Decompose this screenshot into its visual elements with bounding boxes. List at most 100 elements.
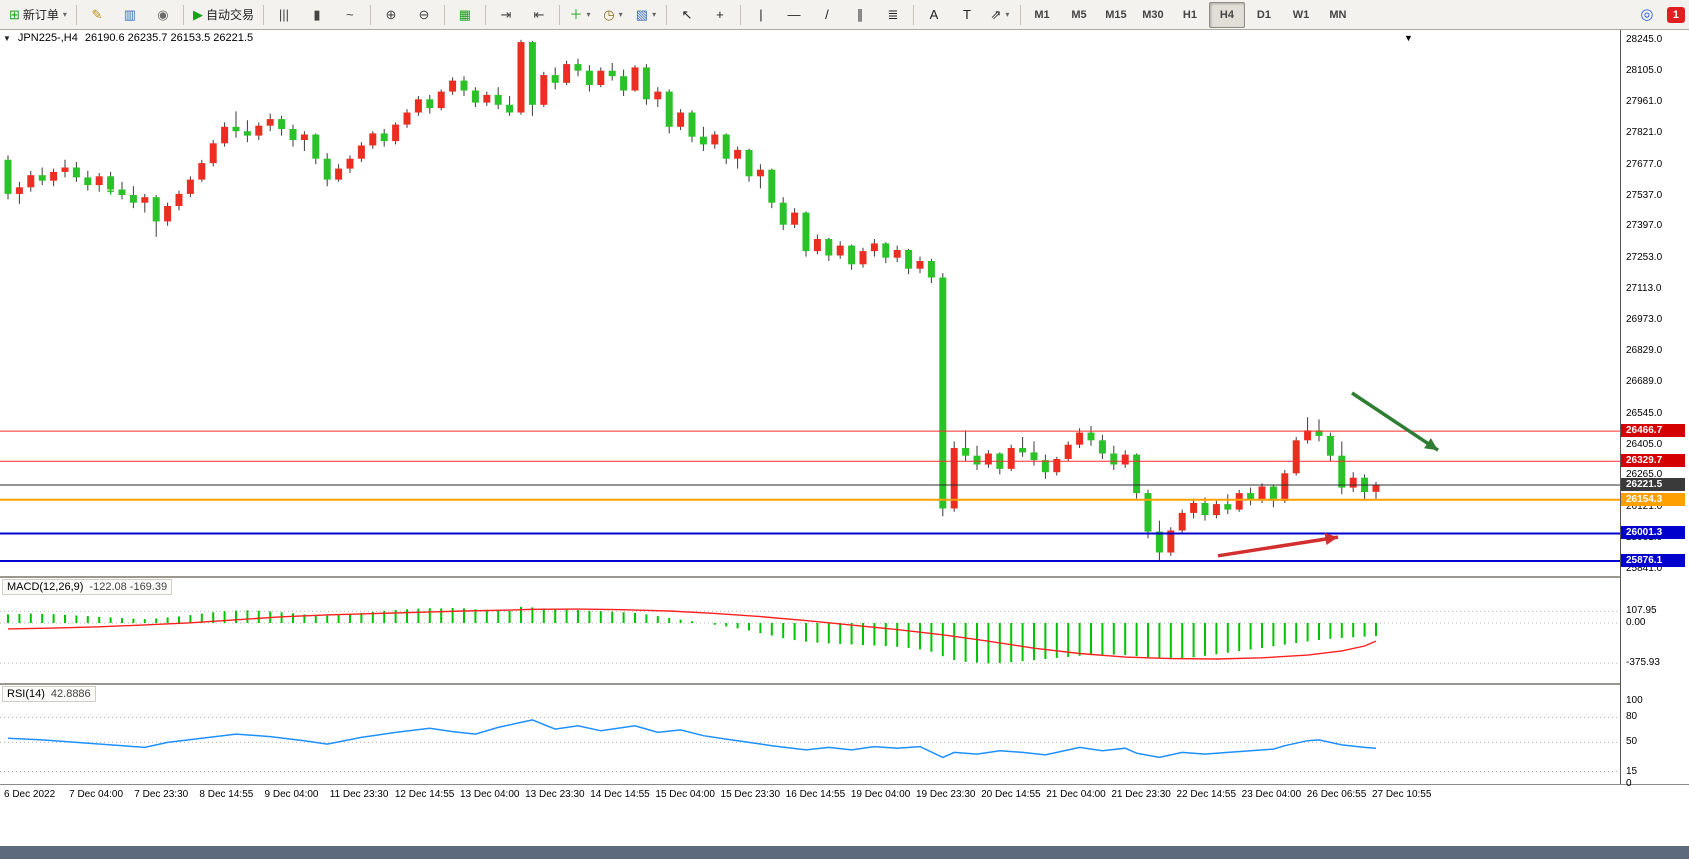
toolbar-separator	[484, 4, 486, 25]
toolbar-items: ⊞ 新订单 ▾ ✎ ▥ ◉ ▶ 自动交易 ||| ▮ ~ ⊕ ⊖ ▦ ⇥ ⇤ ＋ ▾ ◷ ▾ ▧ ▾ ↖ + | — / ∥ ≣ A T ⇗ ▾	[4, 2, 1024, 28]
templates-button[interactable]: ▧ ▾	[630, 2, 662, 28]
price-tick: 27677.0	[1626, 158, 1663, 170]
toolbar-separator	[443, 4, 445, 25]
toolbar-separator	[739, 4, 741, 25]
macd-values: -122.08 -169.39	[89, 581, 168, 593]
toolbar: ⊞ 新订单 ▾ ✎ ▥ ◉ ▶ 自动交易 ||| ▮ ~ ⊕ ⊖ ▦ ⇥ ⇤ ＋ ▾ ◷ ▾ ▧ ▾ ↖ + | — / ∥ ≣ A T ⇗ ▾…	[0, 0, 1689, 30]
rsi-panel[interactable]: RSI(14) 42.8886	[0, 685, 1620, 784]
time-tick: 9 Dec 04:00	[264, 789, 319, 800]
timeframe-w1-button[interactable]: W1	[1292, 8, 1310, 21]
toolbar-separator	[369, 4, 371, 25]
periods-button[interactable]: ◷ ▾	[597, 2, 629, 28]
rsi-value: 42.8886	[50, 688, 91, 700]
timeframe-d1-button[interactable]: D1	[1256, 8, 1271, 21]
price-tick: 25841.0	[1626, 562, 1663, 574]
rsi-tick: 100	[1626, 694, 1643, 706]
arrows-button[interactable]: ⇗ ▾	[984, 2, 1016, 28]
shift-chart-icon: ⇤	[533, 7, 545, 22]
horizontal-scrollbar[interactable]	[0, 846, 1689, 859]
time-tick: 20 Dec 14:55	[981, 789, 1041, 800]
time-tick: 27 Dec 10:55	[1371, 789, 1432, 800]
zoom-in-button[interactable]: ⊕	[375, 2, 407, 28]
timeframe-m15-button[interactable]: M15	[1105, 8, 1127, 21]
profiles-icon: ▥	[123, 7, 137, 22]
chevron-down-icon: ▾	[652, 10, 657, 19]
time-tick: 23 Dec 04:00	[1241, 789, 1302, 800]
crosshair-button[interactable]: +	[704, 2, 736, 28]
vertical-line-button[interactable]: |	[745, 2, 777, 28]
crosshair-icon: +	[716, 7, 724, 22]
cursor-button[interactable]: ↖	[671, 2, 703, 28]
panel-splitter[interactable]	[0, 576, 1689, 578]
chart-symbol-period: JPN225-,H4	[17, 32, 78, 44]
line-chart-button[interactable]: ~	[334, 2, 366, 28]
rsi-tick: 0	[1626, 778, 1632, 789]
time-tick: 7 Dec 04:00	[69, 789, 124, 800]
timeframe-mn-button[interactable]: MN	[1329, 8, 1347, 21]
chart-window: + ▼ JPN225-,H4 26190.6 26235.7 26153.5 2…	[0, 30, 1689, 859]
auto-scroll-button[interactable]: ⇥	[490, 2, 522, 28]
text-button[interactable]: A	[918, 2, 950, 28]
rsi-tick: 50	[1626, 736, 1638, 748]
search-button[interactable]: ◎	[1631, 2, 1663, 28]
time-tick: 21 Dec 23:30	[1111, 789, 1171, 800]
rsi-chart-svg[interactable]	[0, 685, 1620, 784]
price-tick: 26545.0	[1626, 407, 1663, 419]
price-chart-panel[interactable]: + ▼ JPN225-,H4 26190.6 26235.7 26153.5 2…	[0, 30, 1620, 576]
profiles-button[interactable]: ▥	[114, 2, 146, 28]
channel-button[interactable]: ∥	[844, 2, 876, 28]
chart-menu-arrow[interactable]: ▼	[1404, 33, 1413, 43]
price-level-badge: 26466.7	[1621, 424, 1685, 438]
arrows-icon: ⇗	[990, 7, 1002, 22]
auto-trading-button[interactable]: ▶ 自动交易	[188, 2, 259, 28]
horizontal-line-button[interactable]: —	[778, 2, 810, 28]
price-tick: 27253.0	[1626, 252, 1663, 264]
candlestick-chart-button[interactable]: ▮	[301, 2, 333, 28]
timeframe-buttons: M1 M5 M15 M30 H1 H4 D1 W1 MN	[1024, 1, 1356, 28]
timeframe-h4-button[interactable]: H4	[1208, 1, 1245, 28]
auto-trading-button-label: 自动交易	[205, 8, 254, 22]
panel-splitter[interactable]	[0, 683, 1689, 685]
chevron-down-icon: ▾	[1005, 10, 1010, 19]
zoom-out-icon: ⊖	[418, 7, 430, 22]
bar-chart-button[interactable]: |||	[268, 2, 300, 28]
main-chart-svg[interactable]: +	[0, 30, 1620, 576]
cursor-icon: ↖	[681, 7, 693, 22]
svg-text:+: +	[107, 184, 115, 199]
macd-chart-svg[interactable]	[0, 578, 1620, 683]
toolbar-separator	[75, 4, 77, 25]
price-tick: 27821.0	[1626, 127, 1663, 139]
timeframe-m5-button[interactable]: M5	[1071, 8, 1087, 21]
fibonacci-button[interactable]: ≣	[877, 2, 909, 28]
new-order-button-label: 新订单	[22, 8, 59, 22]
alerts-button[interactable]: ◉	[147, 2, 179, 28]
time-tick: 19 Dec 04:00	[850, 789, 911, 800]
trendline-button[interactable]: /	[811, 2, 843, 28]
notification-badge[interactable]: 1	[1666, 6, 1685, 23]
timeframe-m30-button[interactable]: M30	[1142, 8, 1164, 21]
horizontal-line-icon: —	[787, 7, 801, 22]
price-axis-main: 28245.0 28105.0 27961.0 27821.0 27677.0 27537…	[1621, 30, 1689, 576]
text-label-button[interactable]: T	[951, 2, 983, 28]
text-icon: A	[929, 7, 939, 22]
timeframe-h1-button[interactable]: H1	[1182, 8, 1197, 21]
macd-tick: -375.93	[1626, 657, 1660, 669]
indicators-button[interactable]: ＋ ▾	[564, 2, 596, 28]
tile-windows-button[interactable]: ▦	[449, 2, 481, 28]
rsi-label: RSI(14) 42.8886	[2, 686, 96, 702]
price-tick: 27537.0	[1626, 189, 1663, 201]
shift-chart-button[interactable]: ⇤	[523, 2, 555, 28]
new-chart-button[interactable]: ✎	[81, 2, 113, 28]
zoom-out-button[interactable]: ⊖	[408, 2, 440, 28]
new-order-icon: ⊞	[9, 7, 20, 22]
macd-label: MACD(12,26,9) -122.08 -169.39	[2, 579, 173, 595]
collapse-icon[interactable]: ▼	[3, 33, 11, 43]
timeframe-m1-button[interactable]: M1	[1034, 8, 1050, 21]
macd-name: MACD(12,26,9)	[7, 581, 84, 593]
new-order-button[interactable]: ⊞ 新订单 ▾	[4, 2, 72, 28]
time-tick: 13 Dec 04:00	[459, 789, 520, 800]
time-axis: 6 Dec 2022 7 Dec 04:00 7 Dec 23:30 8 Dec 14…	[0, 785, 1620, 806]
price-level-badge: 26154.3	[1621, 492, 1685, 506]
toolbar-separator	[262, 4, 264, 25]
macd-panel[interactable]: MACD(12,26,9) -122.08 -169.39	[0, 578, 1620, 683]
